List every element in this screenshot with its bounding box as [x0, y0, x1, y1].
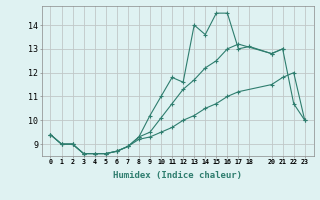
X-axis label: Humidex (Indice chaleur): Humidex (Indice chaleur) — [113, 171, 242, 180]
